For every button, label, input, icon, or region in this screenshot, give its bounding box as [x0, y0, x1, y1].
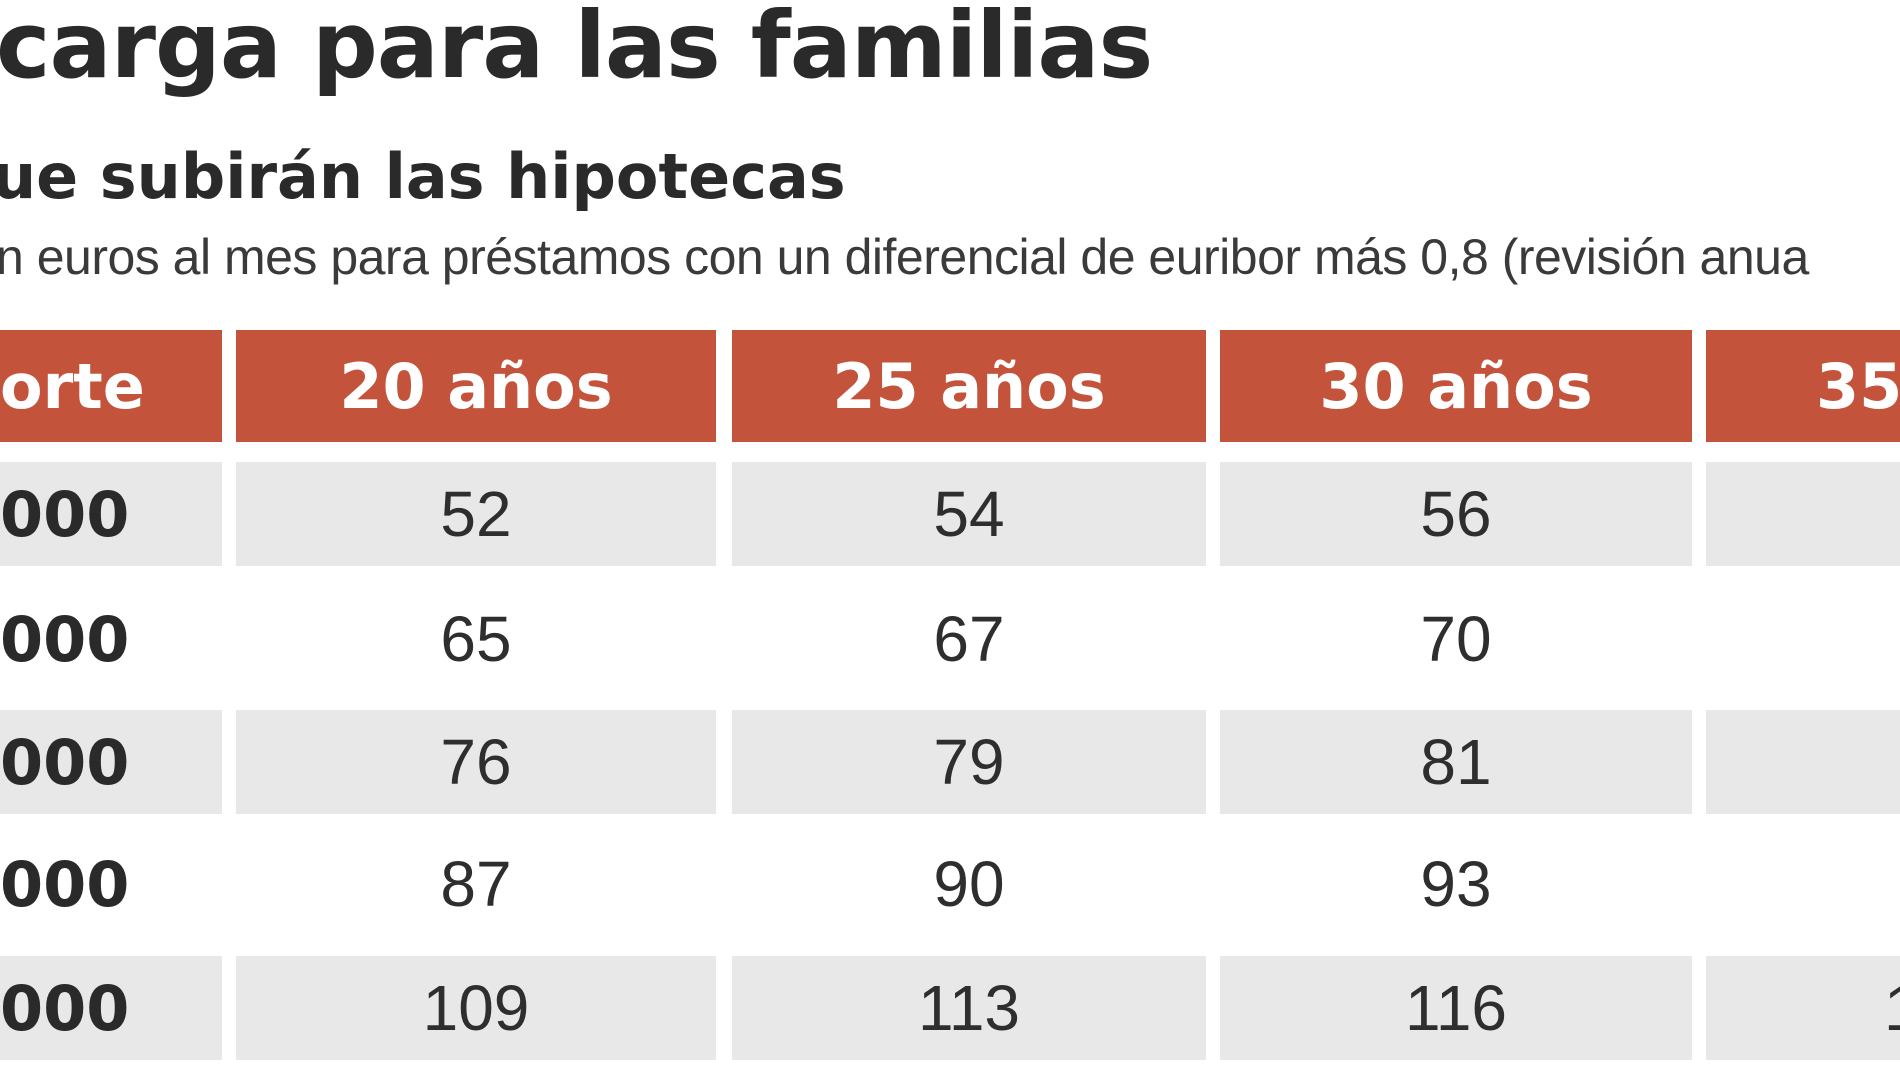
table-cell: 93	[1420, 848, 1492, 920]
table-cell: 70	[1420, 603, 1492, 675]
column-header: 30 años	[1220, 330, 1692, 442]
chart-subtitle: ue subirán las hipotecas	[0, 140, 846, 213]
row-label: 000	[0, 710, 222, 814]
table-cell	[1706, 710, 1900, 814]
column-header: 25 años	[732, 330, 1206, 442]
table-cell: 79	[732, 710, 1206, 814]
column-header: 20 años	[236, 330, 716, 442]
table-cell: 52	[236, 462, 716, 566]
column-header: 35	[1706, 330, 1900, 442]
row-label: 000	[0, 847, 130, 921]
chart-note: n euros al mes para préstamos con un dif…	[0, 229, 1809, 285]
table-cell: 54	[732, 462, 1206, 566]
table-cell: 113	[732, 956, 1206, 1060]
table-cell: 76	[236, 710, 716, 814]
row-label: 000	[0, 956, 222, 1060]
table-cell: 109	[236, 956, 716, 1060]
column-header: orte	[0, 330, 222, 442]
table-cell: 81	[1220, 710, 1692, 814]
row-label: 000	[0, 602, 130, 676]
table-cell: 1	[1706, 956, 1900, 1060]
table-cell: 90	[933, 848, 1005, 920]
table-cell: 67	[933, 603, 1005, 675]
chart-title: carga para las familias	[0, 0, 1153, 99]
table-cell: 56	[1220, 462, 1692, 566]
table-cell	[1706, 462, 1900, 566]
row-label: 000	[0, 462, 222, 566]
table-cell	[1706, 587, 1900, 691]
table-cell: 65	[440, 603, 512, 675]
table-cell: 87	[440, 848, 512, 920]
table-cell: 116	[1220, 956, 1692, 1060]
table-cell	[1706, 832, 1900, 936]
